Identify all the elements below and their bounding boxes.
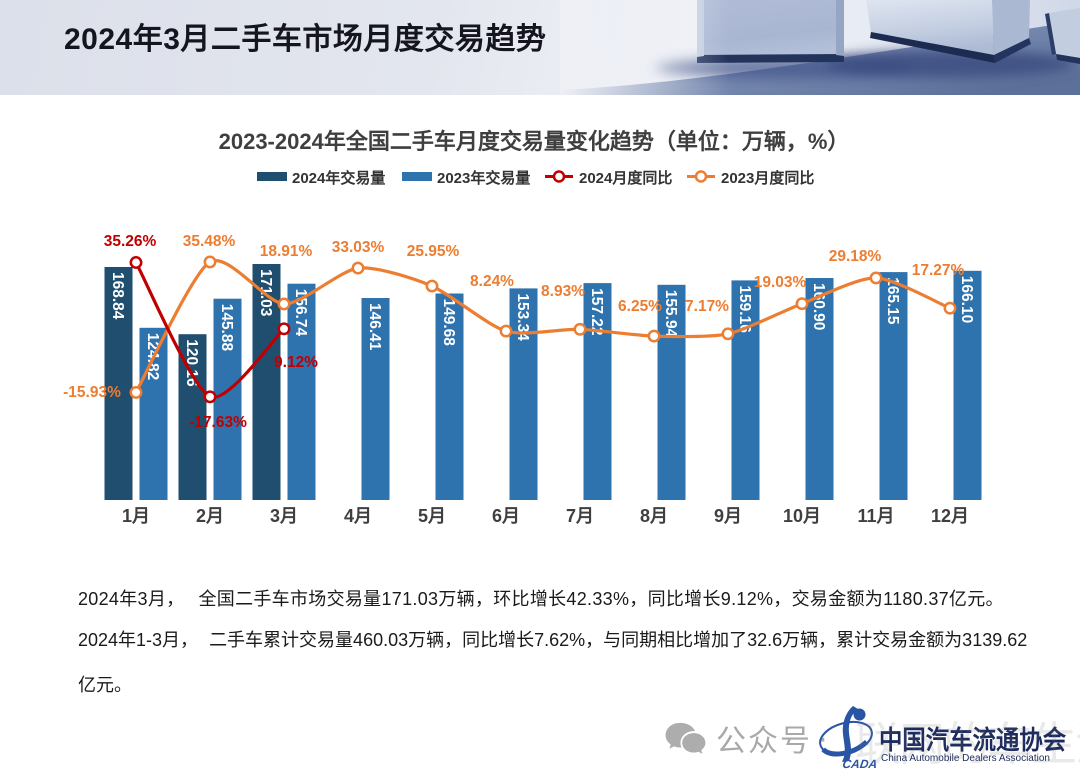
svg-text:3月: 3月	[270, 506, 298, 526]
svg-text:1月: 1月	[122, 506, 150, 526]
svg-text:168.84: 168.84	[109, 272, 126, 320]
svg-text:2023-2024年全国二手车月度交易量变化趋势（单位：万辆: 2023-2024年全国二手车月度交易量变化趋势（单位：万辆，%）	[219, 129, 850, 154]
svg-text:4月: 4月	[344, 506, 372, 526]
svg-text:25.95%: 25.95%	[407, 243, 460, 260]
svg-text:12月: 12月	[931, 506, 969, 526]
svg-text:6月: 6月	[492, 506, 520, 526]
svg-text:9月: 9月	[714, 506, 742, 526]
svg-text:120.16: 120.16	[183, 339, 200, 387]
svg-text:19.03%: 19.03%	[754, 274, 807, 291]
svg-text:146.41: 146.41	[366, 303, 383, 351]
svg-text:8月: 8月	[640, 506, 668, 526]
svg-text:6.25%: 6.25%	[618, 298, 662, 315]
svg-text:2023月度同比: 2023月度同比	[721, 169, 814, 187]
svg-text:5月: 5月	[418, 506, 446, 526]
svg-text:160.90: 160.90	[810, 283, 827, 330]
svg-text:7月: 7月	[566, 506, 594, 526]
svg-text:2月: 2月	[196, 506, 224, 526]
svg-text:155.94: 155.94	[662, 290, 679, 338]
svg-text:2024月度同比: 2024月度同比	[579, 169, 672, 187]
svg-text:165.15: 165.15	[884, 277, 901, 325]
svg-text:8.24%: 8.24%	[470, 273, 514, 290]
svg-text:18.91%: 18.91%	[260, 243, 313, 260]
svg-text:11月: 11月	[857, 506, 894, 526]
svg-text:157.22: 157.22	[588, 288, 605, 335]
svg-text:35.48%: 35.48%	[183, 233, 236, 250]
svg-text:-17.63%: -17.63%	[189, 414, 247, 431]
svg-text:145.88: 145.88	[218, 304, 235, 352]
svg-text:149.68: 149.68	[440, 299, 457, 347]
svg-text:CADA: CADA	[842, 757, 879, 771]
svg-text:159.16: 159.16	[736, 285, 753, 333]
svg-text:29.18%: 29.18%	[829, 248, 882, 265]
svg-text:166.10: 166.10	[958, 276, 975, 323]
svg-text:-15.93%: -15.93%	[63, 384, 121, 401]
svg-text:10月: 10月	[783, 506, 821, 526]
svg-text:2023年交易量: 2023年交易量	[437, 169, 530, 187]
svg-text:7.17%: 7.17%	[685, 298, 729, 315]
svg-text:8.93%: 8.93%	[541, 283, 585, 300]
svg-text:9.12%: 9.12%	[274, 354, 318, 371]
svg-text:33.03%: 33.03%	[332, 239, 385, 256]
svg-text:153.34: 153.34	[514, 293, 531, 341]
svg-text:17.27%: 17.27%	[912, 262, 965, 279]
svg-text:35.26%: 35.26%	[104, 233, 157, 250]
svg-text:2024年交易量: 2024年交易量	[292, 169, 385, 187]
